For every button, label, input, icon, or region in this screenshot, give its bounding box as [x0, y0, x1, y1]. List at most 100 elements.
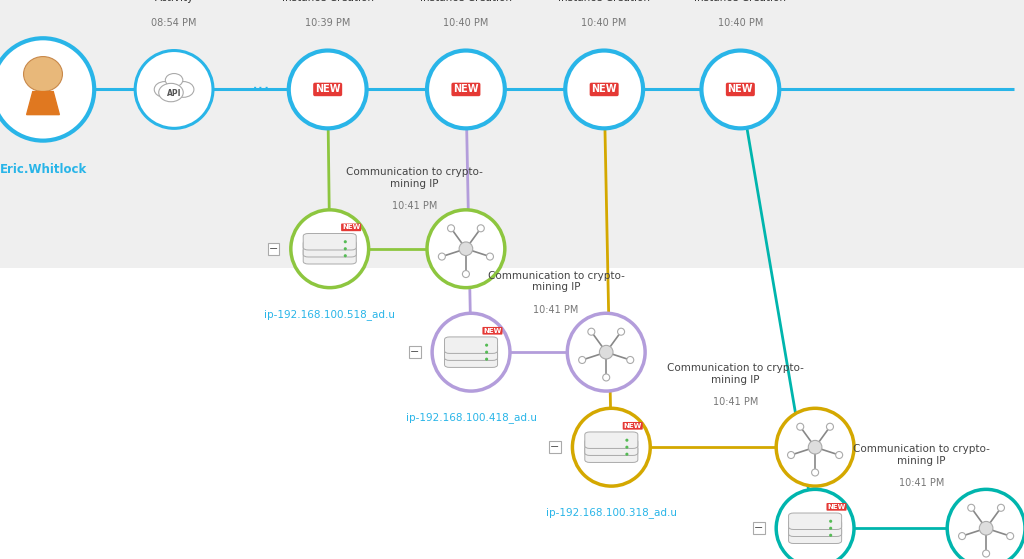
Ellipse shape: [603, 374, 609, 381]
Ellipse shape: [979, 522, 993, 535]
FancyBboxPatch shape: [585, 439, 638, 456]
FancyBboxPatch shape: [788, 527, 842, 543]
Ellipse shape: [165, 74, 183, 87]
Ellipse shape: [829, 520, 833, 523]
Bar: [0, 0, 1024, 268]
Text: Communication to crypto-
mining IP: Communication to crypto- mining IP: [346, 167, 483, 189]
Ellipse shape: [447, 225, 455, 232]
Text: 10:41 PM: 10:41 PM: [392, 201, 437, 211]
Ellipse shape: [159, 83, 183, 102]
Text: NEW: NEW: [624, 423, 642, 429]
Ellipse shape: [477, 225, 484, 232]
Ellipse shape: [344, 254, 347, 257]
Ellipse shape: [459, 242, 473, 255]
Ellipse shape: [567, 313, 645, 391]
Text: Eric.Whitlock: Eric.Whitlock: [0, 163, 87, 176]
Ellipse shape: [599, 345, 613, 359]
Ellipse shape: [486, 253, 494, 260]
Ellipse shape: [776, 489, 854, 559]
Ellipse shape: [701, 50, 779, 129]
Ellipse shape: [432, 313, 510, 391]
Text: Communication to crypto-
mining IP: Communication to crypto- mining IP: [853, 444, 990, 466]
Ellipse shape: [1007, 533, 1014, 539]
Ellipse shape: [808, 440, 822, 454]
Text: ip-192.168.100.418_ad.u: ip-192.168.100.418_ad.u: [406, 413, 537, 423]
Ellipse shape: [627, 357, 634, 363]
Text: API: API: [167, 89, 181, 98]
Ellipse shape: [626, 439, 629, 442]
Text: ip-192.168.100.518_ad.u: ip-192.168.100.518_ad.u: [264, 309, 395, 320]
Text: Anomalous AWS Usage
Activity: Anomalous AWS Usage Activity: [114, 0, 234, 3]
Text: NEW: NEW: [728, 84, 753, 94]
Text: Instance Creation: Instance Creation: [694, 0, 786, 3]
Ellipse shape: [968, 504, 975, 511]
Ellipse shape: [572, 408, 650, 486]
Text: −: −: [410, 347, 420, 357]
Ellipse shape: [427, 50, 505, 129]
Text: 10:40 PM: 10:40 PM: [443, 18, 488, 28]
Text: ip-192.168.100.318_ad.u: ip-192.168.100.318_ad.u: [546, 508, 677, 518]
FancyBboxPatch shape: [788, 513, 842, 529]
Ellipse shape: [579, 357, 586, 363]
Ellipse shape: [485, 358, 488, 361]
Ellipse shape: [617, 328, 625, 335]
Text: NEW: NEW: [827, 504, 846, 510]
Text: NEW: NEW: [315, 84, 340, 94]
Text: 08:54 PM: 08:54 PM: [152, 18, 197, 28]
Text: Communication to crypto-
mining IP: Communication to crypto- mining IP: [667, 363, 804, 385]
Ellipse shape: [797, 423, 804, 430]
Ellipse shape: [173, 82, 194, 97]
FancyBboxPatch shape: [444, 337, 498, 353]
Ellipse shape: [463, 271, 469, 278]
Text: NEW: NEW: [454, 84, 478, 94]
Ellipse shape: [812, 469, 818, 476]
Ellipse shape: [997, 504, 1005, 511]
Text: 10:41 PM: 10:41 PM: [713, 397, 758, 407]
Ellipse shape: [626, 446, 629, 449]
FancyBboxPatch shape: [303, 248, 356, 264]
Ellipse shape: [427, 210, 505, 288]
Text: Instance Creation: Instance Creation: [558, 0, 650, 3]
Text: 10:39 PM: 10:39 PM: [305, 18, 350, 28]
Text: Communication to crypto-
mining IP: Communication to crypto- mining IP: [487, 271, 625, 292]
FancyBboxPatch shape: [303, 234, 356, 250]
Text: Instance Creation: Instance Creation: [282, 0, 374, 3]
Text: Instance Creation: Instance Creation: [420, 0, 512, 3]
Text: 10:41 PM: 10:41 PM: [534, 305, 579, 315]
Ellipse shape: [829, 527, 833, 530]
FancyBboxPatch shape: [444, 351, 498, 367]
Ellipse shape: [776, 408, 854, 486]
FancyBboxPatch shape: [303, 240, 356, 257]
Ellipse shape: [485, 344, 488, 347]
Text: 10:40 PM: 10:40 PM: [718, 18, 763, 28]
FancyBboxPatch shape: [585, 446, 638, 462]
FancyBboxPatch shape: [788, 520, 842, 537]
Text: 10:41 PM: 10:41 PM: [899, 478, 944, 488]
Ellipse shape: [155, 82, 175, 97]
Ellipse shape: [485, 350, 488, 354]
Text: −: −: [268, 244, 279, 254]
Ellipse shape: [787, 452, 795, 458]
Ellipse shape: [291, 210, 369, 288]
Ellipse shape: [24, 56, 62, 92]
Ellipse shape: [289, 50, 367, 129]
Text: NEW: NEW: [342, 224, 360, 230]
Text: ···: ···: [252, 80, 270, 99]
Text: 10:40 PM: 10:40 PM: [582, 18, 627, 28]
Text: NEW: NEW: [592, 84, 616, 94]
Ellipse shape: [947, 489, 1024, 559]
Ellipse shape: [983, 550, 989, 557]
Text: −: −: [550, 442, 560, 452]
Ellipse shape: [438, 253, 445, 260]
Ellipse shape: [135, 50, 213, 129]
FancyBboxPatch shape: [444, 344, 498, 361]
Text: −: −: [754, 523, 764, 533]
Polygon shape: [27, 92, 59, 115]
Ellipse shape: [0, 38, 94, 141]
Ellipse shape: [829, 534, 833, 537]
Ellipse shape: [826, 423, 834, 430]
Ellipse shape: [958, 533, 966, 539]
Ellipse shape: [626, 453, 629, 456]
Ellipse shape: [344, 240, 347, 243]
Text: NEW: NEW: [483, 328, 502, 334]
